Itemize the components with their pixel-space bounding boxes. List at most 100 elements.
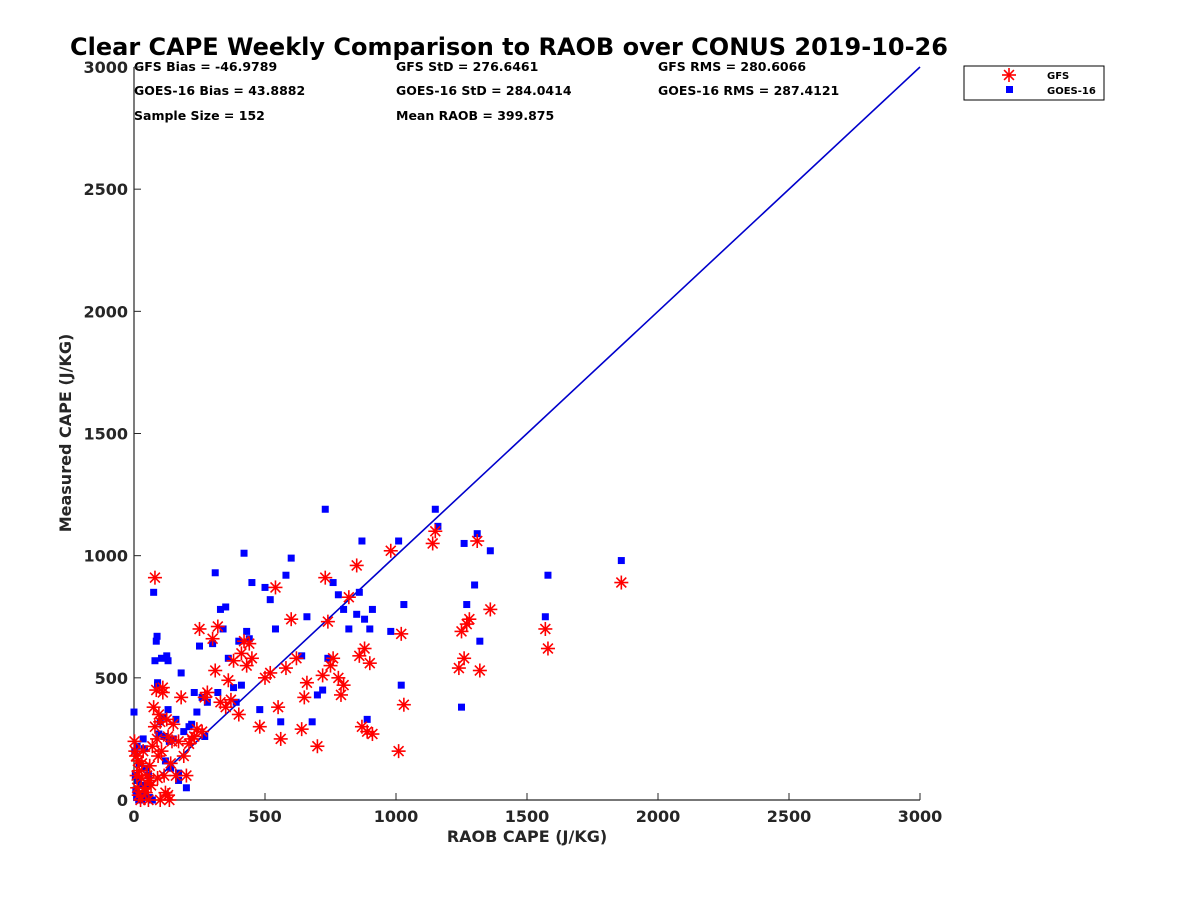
goes16-point	[471, 581, 479, 589]
y-tick-label: 2000	[83, 302, 128, 321]
goes16-point	[161, 757, 169, 765]
goes16-point	[353, 610, 361, 618]
gfs-point	[242, 636, 257, 651]
goes16-point	[164, 657, 172, 665]
gfs-point	[171, 734, 186, 749]
x-tick-label: 0	[128, 807, 139, 826]
gfs-point	[357, 641, 372, 656]
goes16-point	[319, 686, 327, 694]
gfs-std-text: GFS StD = 276.6461	[396, 59, 538, 74]
goes16-point	[308, 718, 316, 726]
x-axis-label: RAOB CAPE (J/KG)	[447, 827, 607, 846]
gfs-point	[326, 651, 341, 666]
gfs-point	[142, 773, 157, 788]
y-tick-label: 1000	[83, 547, 128, 566]
gfs-point	[294, 722, 309, 737]
gfs-point	[320, 614, 335, 629]
goes-rms-text: GOES-16 RMS = 287.4121	[658, 83, 839, 98]
gfs-point	[150, 731, 165, 746]
goes16-point	[214, 688, 222, 696]
goes16-point	[617, 557, 625, 565]
y-tick-label: 3000	[83, 58, 128, 77]
gfs-point	[299, 675, 314, 690]
gfs-point	[176, 749, 191, 764]
goes16-point	[313, 691, 321, 699]
goes16-point	[130, 708, 138, 716]
gfs-point	[189, 722, 204, 737]
goes16-point	[271, 625, 279, 633]
gfs-point	[142, 758, 157, 773]
goes16-point	[363, 715, 371, 723]
gfs-point	[166, 717, 181, 732]
goes16-point	[334, 591, 342, 599]
goes16-point	[150, 588, 158, 596]
gfs-point	[284, 612, 299, 627]
gfs-point	[223, 692, 238, 707]
gfs-point	[168, 768, 183, 783]
goes16-point	[237, 681, 245, 689]
goes-std-text: GOES-16 StD = 284.0414	[396, 83, 572, 98]
x-tick-label: 1000	[374, 807, 419, 826]
goes16-point	[219, 625, 227, 633]
y-axis-label: Measured CAPE (J/KG)	[56, 334, 75, 533]
goes16-point	[182, 784, 190, 792]
goes16-point	[282, 571, 290, 579]
goes16-point	[155, 730, 163, 738]
goes16-point	[152, 637, 160, 645]
gfs-point	[154, 744, 169, 759]
goes16-point	[196, 642, 203, 650]
gfs-point	[454, 624, 469, 639]
goes16-point	[180, 728, 188, 736]
gfs-point	[365, 727, 380, 742]
goes-bias-text: GOES-16 Bias = 43.8882	[134, 83, 305, 98]
goes16-point	[169, 735, 177, 743]
goes16-point	[486, 547, 494, 555]
goes16-point	[287, 554, 295, 562]
gfs-point	[614, 575, 629, 590]
gfs-point	[336, 678, 351, 693]
goes16-point	[366, 625, 374, 633]
gfs-point	[153, 793, 168, 807]
goes16-point	[355, 588, 363, 596]
gfs-point	[174, 690, 189, 705]
gfs-point	[252, 719, 267, 734]
gfs-point	[271, 700, 286, 715]
goes16-point	[154, 681, 162, 689]
goes16-point	[303, 613, 311, 621]
gfs-point	[200, 685, 215, 700]
goes16-point	[201, 732, 209, 740]
gfs-point	[179, 768, 194, 783]
gfs-point	[221, 673, 236, 688]
gfs-point	[341, 590, 356, 605]
goes16-point	[476, 637, 484, 645]
gfs-point	[244, 651, 259, 666]
goes16-point	[230, 684, 238, 692]
goes16-point	[321, 505, 329, 513]
gfs-point	[483, 602, 498, 617]
gfs-point	[195, 724, 210, 739]
gfs-point	[237, 634, 252, 649]
goes16-point	[458, 703, 465, 711]
gfs-bias-text: GFS Bias = -46.9789	[134, 59, 277, 74]
goes16-point	[203, 698, 211, 706]
goes16-point	[395, 537, 403, 545]
y-tick-label: 500	[95, 669, 128, 688]
goes16-point	[232, 698, 240, 706]
gfs-point	[451, 661, 466, 676]
goes16-point	[139, 735, 147, 743]
gfs-point	[239, 658, 254, 673]
goes16-point	[340, 605, 348, 613]
goes16-point	[158, 654, 166, 662]
reference-line	[133, 66, 921, 801]
gfs-point	[210, 619, 225, 634]
goes16-point	[193, 708, 201, 716]
goes16-point	[345, 625, 353, 633]
goes16-point	[358, 537, 366, 545]
goes16-point	[431, 505, 439, 513]
gfs-point	[147, 570, 162, 585]
goes16-point	[434, 522, 442, 530]
goes16-point	[261, 583, 269, 591]
gfs-point	[396, 697, 411, 712]
goes16-point	[175, 776, 183, 784]
sample-size-text: Sample Size = 152	[134, 108, 265, 123]
